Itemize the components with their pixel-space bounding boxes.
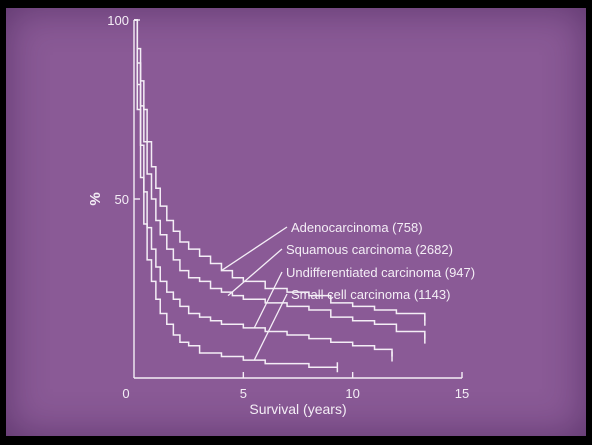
leader-line — [253, 293, 288, 361]
x-axis-label: Survival (years) — [249, 401, 346, 417]
series-label: Small cell carcinoma (1143) — [291, 287, 450, 302]
slide-background: 50 100 0 5 10 15 Adenocarcinoma (758) Squamous… — [6, 8, 586, 436]
y-tick-label: 100 — [107, 13, 129, 28]
series-label: Adenocarcinoma (758) — [291, 220, 423, 235]
y-tick-label: 50 — [115, 192, 129, 207]
series-line-4 — [134, 19, 338, 369]
x-tick-label: 0 — [122, 386, 129, 401]
series-line-2 — [134, 19, 426, 339]
survival-chart: 50 100 0 5 10 15 Adenocarcinoma (758) Squamous… — [87, 13, 475, 417]
leader-line — [221, 226, 288, 272]
annotations: Adenocarcinoma (758) Squamous carcinoma (… — [221, 220, 475, 361]
series-label: Undifferentiated carcinoma (947) — [286, 265, 475, 280]
series-line-3 — [134, 19, 393, 357]
x-tick-label: 10 — [345, 386, 359, 401]
series-group — [134, 19, 426, 373]
leader-line — [227, 248, 283, 297]
y-axis-label: % — [87, 192, 104, 205]
series-label: Squamous carcinoma (2682) — [286, 242, 453, 257]
axes: 50 100 0 5 10 15 — [107, 13, 469, 401]
leader-line — [253, 271, 283, 329]
x-tick-label: 15 — [455, 386, 469, 401]
x-tick-label: 5 — [240, 386, 247, 401]
